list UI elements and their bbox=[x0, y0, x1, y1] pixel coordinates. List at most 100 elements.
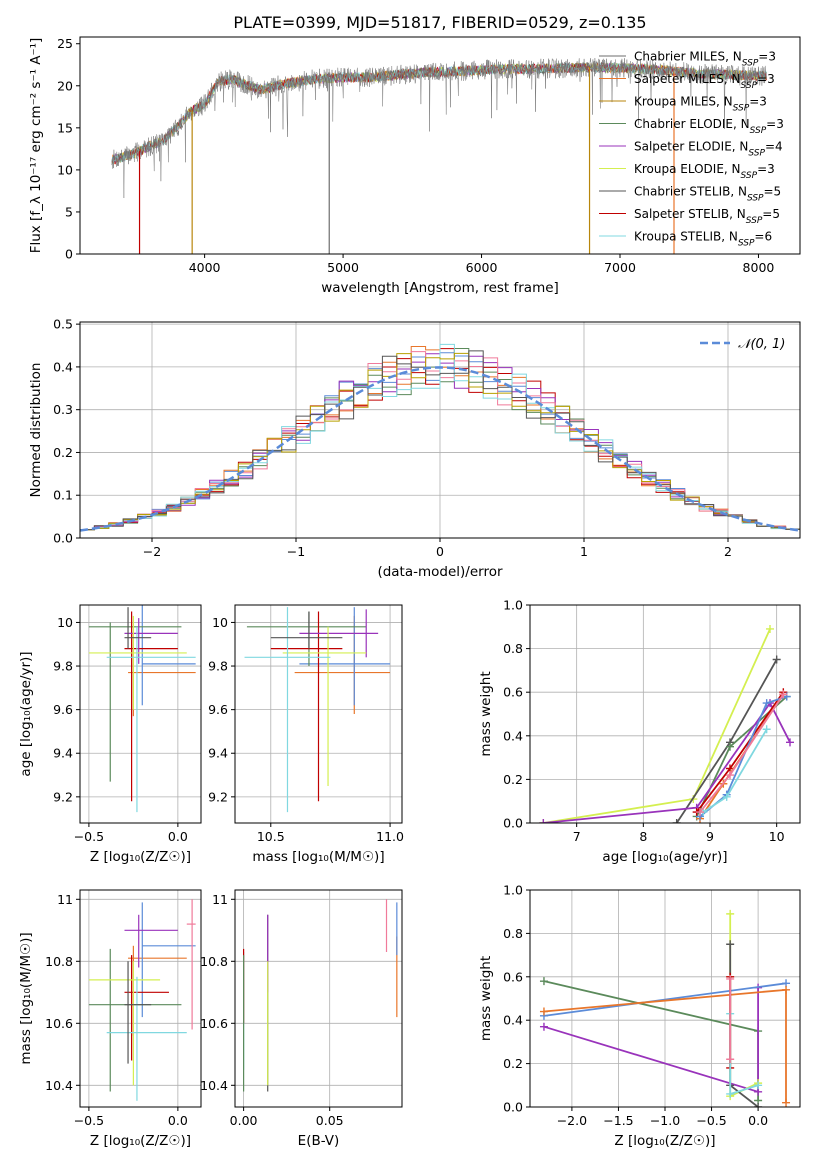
y-tick-label: 9.6 bbox=[53, 702, 73, 717]
y-tick-label: 9.2 bbox=[53, 789, 73, 804]
weight-marker bbox=[696, 808, 704, 817]
y-tick-label: 9.8 bbox=[53, 659, 73, 674]
y-tick-label: 0.6 bbox=[503, 685, 523, 700]
x-tick-label: −0.5 bbox=[74, 829, 104, 844]
weight-marker bbox=[726, 1055, 735, 1064]
y-axis-label: Flux [f_λ 10⁻¹⁷ erg cm⁻² s⁻¹ A⁻¹] bbox=[28, 38, 44, 254]
y-tick-label: 0.0 bbox=[53, 531, 73, 546]
weight-marker bbox=[539, 977, 548, 986]
weight-line bbox=[543, 987, 759, 1094]
x-axis-label: Z [log₁₀(Z/Z☉)] bbox=[90, 1133, 191, 1149]
y-tick-label: 0.0 bbox=[503, 1100, 523, 1115]
panel-weight-vs-Z: −2.0 −1.5 −1.0 −0.5 0.0 0.0 0.2 0.4 0.6 0.8 1.0 Z [… bbox=[478, 883, 801, 1149]
panel-mass-vs-EBV: 0.00 0.05 10.4 10.6 10.8 11 E(B-V) bbox=[200, 889, 403, 1149]
x-tick-label: 0.0 bbox=[168, 829, 188, 844]
spectrum-legend: Chabrier MILES, NSSP=3 Salpeter MILES, NS… bbox=[599, 50, 784, 249]
x-axis-label: E(B-V) bbox=[298, 1133, 340, 1149]
plot-area bbox=[111, 58, 767, 254]
y-tick-label: 0.8 bbox=[503, 641, 523, 656]
y-tick-label: 1.0 bbox=[503, 883, 523, 898]
panel-mass-vs-Z: −0.5 0.0 10.4 10.6 10.8 11 Z [log₁₀(Z/Z☉)] mass… bbox=[18, 889, 202, 1149]
x-tick-label: −1.5 bbox=[603, 1113, 633, 1128]
weight-marker bbox=[766, 624, 774, 633]
weight-marker bbox=[762, 699, 771, 708]
panel-residuals: −2 −1 0 1 2 0.0 0.1 0.2 0.3 0.4 0.5 (data-model)/er… bbox=[28, 317, 801, 580]
x-axis-label: (data-model)/error bbox=[377, 564, 503, 580]
y-axis-label: mass weight bbox=[478, 956, 494, 1041]
x-tick-label: 10 bbox=[769, 829, 785, 844]
y-tick-label: 1.0 bbox=[503, 598, 523, 613]
y-tick-label: 9.8 bbox=[208, 659, 228, 674]
weight-marker bbox=[726, 940, 735, 949]
y-tick-label: 9.6 bbox=[208, 702, 228, 717]
y-tick-label: 10.4 bbox=[45, 1078, 73, 1093]
weight-marker bbox=[754, 1081, 763, 1090]
y-tick-label: 0.2 bbox=[503, 772, 523, 787]
y-tick-label: 15 bbox=[57, 120, 73, 135]
legend-entry: Chabrier MILES, NSSP=3 bbox=[634, 50, 776, 69]
legend-entry: Kroupa STELIB, NSSP=6 bbox=[634, 230, 772, 249]
legend-entry: Salpeter STELIB, NSSP=5 bbox=[634, 207, 780, 226]
plot-area bbox=[539, 624, 794, 823]
x-tick-label: −1.0 bbox=[650, 1113, 680, 1128]
x-tick-label: −2 bbox=[143, 544, 161, 559]
y-tick-label: 0.0 bbox=[503, 816, 523, 831]
x-tick-label: 2 bbox=[724, 544, 732, 559]
plot-area bbox=[244, 607, 391, 813]
panel-age-vs-Z: −0.5 0.0 9.2 9.4 9.6 9.8 10 Z [log₁₀(Z/Z☉)] age … bbox=[18, 604, 202, 865]
weight-marker bbox=[539, 1022, 548, 1031]
y-tick-label: 10.8 bbox=[200, 954, 228, 969]
x-axis-label: mass [log₁₀(M/M☉)] bbox=[252, 849, 384, 865]
weight-marker bbox=[726, 1089, 735, 1098]
weight-marker bbox=[762, 725, 771, 734]
y-tick-label: 10 bbox=[212, 615, 228, 630]
plot-area bbox=[88, 899, 196, 1101]
weight-marker bbox=[772, 655, 781, 664]
histogram-step bbox=[80, 350, 800, 531]
legend-entry: Kroupa MILES, NSSP=3 bbox=[634, 95, 767, 114]
histogram-step bbox=[80, 352, 800, 531]
panel-age-vs-mass: 10.5 11.0 9.2 9.4 9.6 9.8 10 mass [log₁₀(M/M☉)] bbox=[208, 604, 404, 865]
weight-marker bbox=[539, 819, 548, 823]
y-tick-label: 0.4 bbox=[503, 728, 523, 743]
weight-marker bbox=[726, 742, 734, 751]
y-axis-label: mass weight bbox=[478, 671, 494, 756]
data-spectrum bbox=[111, 58, 767, 199]
y-axis-label: age [log₁₀(age/yr)] bbox=[18, 651, 34, 776]
x-tick-label: 4000 bbox=[189, 260, 221, 275]
x-tick-label: 10.5 bbox=[257, 829, 285, 844]
x-tick-label: 0.05 bbox=[316, 1113, 344, 1128]
axes-frame bbox=[79, 36, 801, 255]
weight-marker bbox=[782, 985, 791, 994]
figure-title: PLATE=0399, MJD=51817, FIBERID=0529, z=0… bbox=[233, 13, 646, 32]
weight-marker bbox=[539, 1007, 548, 1016]
weight-marker bbox=[672, 819, 681, 823]
y-tick-label: 9.4 bbox=[53, 746, 73, 761]
y-tick-label: 10.8 bbox=[45, 954, 73, 969]
plot-area bbox=[243, 899, 398, 1092]
y-tick-label: 0.1 bbox=[53, 488, 73, 503]
y-tick-label: 0.4 bbox=[503, 1013, 523, 1028]
x-tick-label: 0.0 bbox=[168, 1113, 188, 1128]
weight-marker bbox=[786, 738, 794, 747]
weight-marker bbox=[779, 690, 788, 699]
weight-line bbox=[543, 701, 791, 823]
y-tick-label: 10.6 bbox=[200, 1016, 228, 1031]
x-tick-label: 8 bbox=[639, 829, 647, 844]
legend-entry: 𝒩(0, 1) bbox=[738, 337, 785, 352]
x-tick-label: 7 bbox=[573, 829, 581, 844]
y-tick-label: 10.6 bbox=[45, 1016, 73, 1031]
y-tick-label: 0.2 bbox=[503, 1056, 523, 1071]
y-tick-label: 0.4 bbox=[53, 359, 73, 374]
x-tick-label: 8000 bbox=[743, 260, 775, 275]
weight-line bbox=[543, 628, 771, 823]
x-tick-label: −0.5 bbox=[696, 1113, 726, 1128]
weight-marker bbox=[726, 771, 734, 780]
panel-spectrum: 4000 5000 6000 7000 8000 0 5 10 15 20 25 wavelength… bbox=[28, 36, 801, 296]
y-tick-label: 5 bbox=[65, 204, 73, 219]
weight-line bbox=[543, 982, 787, 1017]
y-tick-label: 9.4 bbox=[208, 746, 228, 761]
y-tick-label: 0.6 bbox=[503, 969, 523, 984]
axes-frame bbox=[234, 604, 403, 824]
